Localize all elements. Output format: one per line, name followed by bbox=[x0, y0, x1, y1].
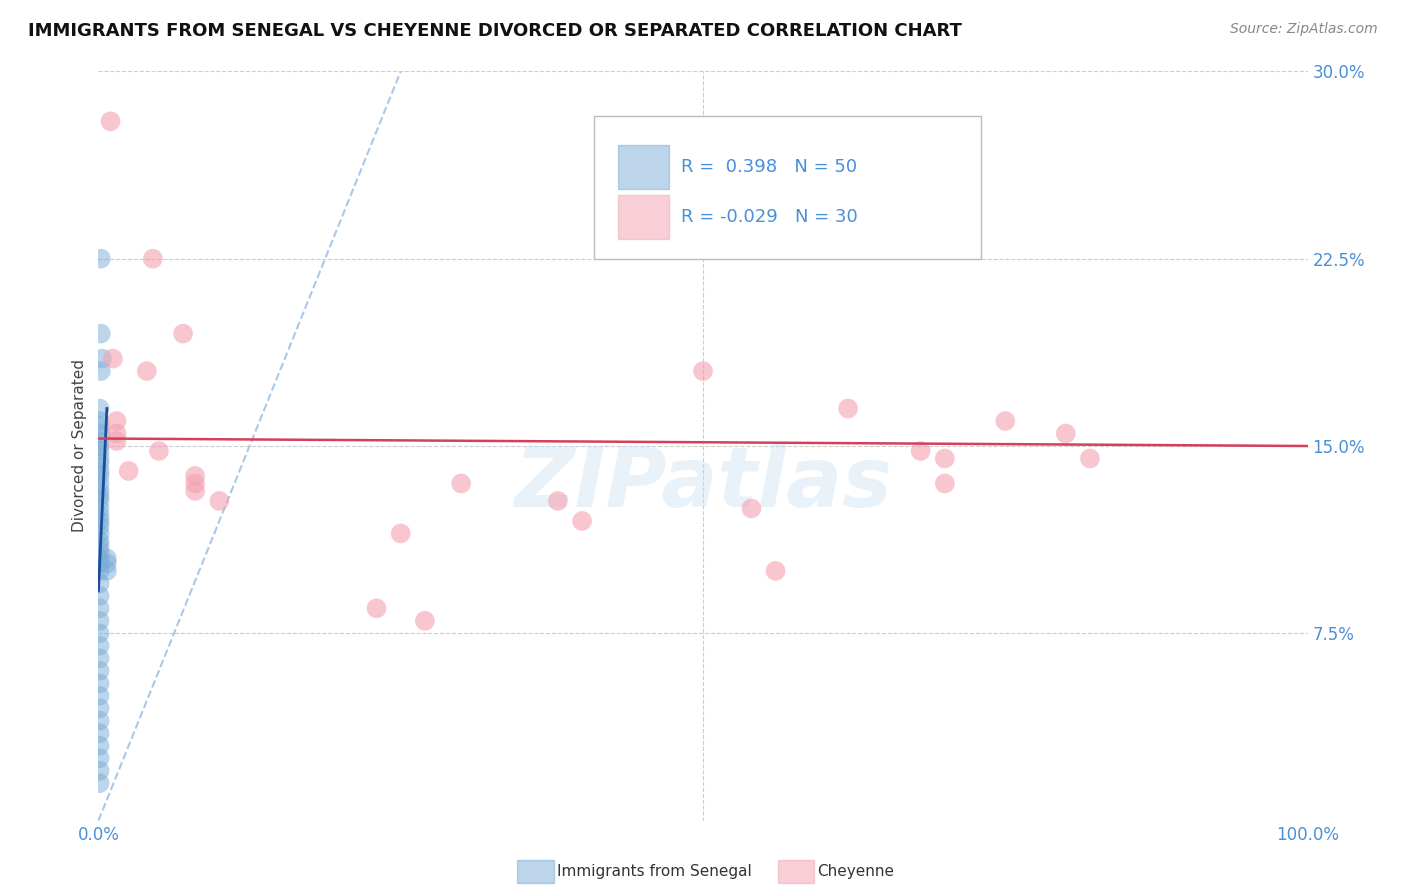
Point bbox=[91, 351, 114, 366]
Point bbox=[89, 539, 111, 553]
Point bbox=[172, 326, 194, 341]
Point bbox=[740, 501, 762, 516]
Point bbox=[89, 489, 111, 503]
Point bbox=[1054, 426, 1077, 441]
Point bbox=[184, 483, 207, 498]
Point bbox=[89, 476, 111, 491]
Point bbox=[148, 444, 170, 458]
Text: R = -0.029   N = 30: R = -0.029 N = 30 bbox=[682, 208, 858, 226]
Point bbox=[89, 457, 111, 471]
Point bbox=[89, 564, 111, 578]
Point bbox=[89, 776, 111, 790]
Point bbox=[89, 434, 111, 448]
Point bbox=[89, 464, 111, 478]
Point bbox=[90, 426, 112, 441]
Text: R =  0.398   N = 50: R = 0.398 N = 50 bbox=[682, 158, 858, 176]
Point bbox=[184, 469, 207, 483]
Text: ZIPatlas: ZIPatlas bbox=[515, 443, 891, 524]
Point bbox=[89, 601, 111, 615]
Text: Cheyenne: Cheyenne bbox=[817, 864, 894, 879]
Point bbox=[184, 476, 207, 491]
Point bbox=[101, 351, 124, 366]
Point bbox=[135, 364, 157, 378]
Point bbox=[89, 514, 111, 528]
Text: IMMIGRANTS FROM SENEGAL VS CHEYENNE DIVORCED OR SEPARATED CORRELATION CHART: IMMIGRANTS FROM SENEGAL VS CHEYENNE DIVO… bbox=[28, 22, 962, 40]
Point bbox=[118, 464, 141, 478]
FancyBboxPatch shape bbox=[619, 195, 669, 239]
Point bbox=[105, 414, 128, 428]
Point bbox=[90, 252, 112, 266]
Point bbox=[100, 114, 122, 128]
Point bbox=[90, 326, 112, 341]
Point bbox=[910, 444, 932, 458]
Point bbox=[1078, 451, 1101, 466]
Point bbox=[89, 494, 111, 508]
Point bbox=[89, 739, 111, 753]
Point bbox=[89, 451, 111, 466]
Point bbox=[994, 414, 1017, 428]
Point bbox=[89, 764, 111, 778]
Point bbox=[450, 476, 472, 491]
Point bbox=[90, 364, 112, 378]
Point bbox=[96, 557, 118, 571]
Point bbox=[89, 614, 111, 628]
Point bbox=[89, 639, 111, 653]
Point bbox=[89, 664, 111, 678]
Point bbox=[89, 576, 111, 591]
Point bbox=[89, 401, 111, 416]
Point bbox=[89, 651, 111, 665]
Y-axis label: Divorced or Separated: Divorced or Separated bbox=[72, 359, 87, 533]
Point bbox=[89, 751, 111, 765]
Point bbox=[89, 726, 111, 740]
Point bbox=[105, 426, 128, 441]
Point bbox=[89, 714, 111, 728]
Point bbox=[208, 494, 231, 508]
Point bbox=[692, 364, 714, 378]
Point bbox=[934, 451, 956, 466]
Point bbox=[89, 701, 111, 715]
Point bbox=[547, 494, 569, 508]
FancyBboxPatch shape bbox=[619, 145, 669, 189]
Point bbox=[89, 589, 111, 603]
Point bbox=[89, 557, 111, 571]
Point bbox=[89, 508, 111, 523]
Point bbox=[366, 601, 388, 615]
Point bbox=[89, 444, 111, 458]
Point bbox=[89, 533, 111, 548]
Point bbox=[142, 252, 165, 266]
Point bbox=[96, 564, 118, 578]
Point bbox=[89, 469, 111, 483]
Point bbox=[89, 501, 111, 516]
Point bbox=[89, 519, 111, 533]
Point bbox=[89, 676, 111, 690]
Point bbox=[89, 689, 111, 703]
Point bbox=[89, 419, 111, 434]
Point bbox=[89, 526, 111, 541]
Point bbox=[96, 551, 118, 566]
Point bbox=[571, 514, 593, 528]
Point bbox=[389, 526, 412, 541]
Point bbox=[89, 626, 111, 640]
Point bbox=[765, 564, 787, 578]
Point bbox=[413, 614, 436, 628]
Point bbox=[89, 414, 111, 428]
Point bbox=[89, 551, 111, 566]
Text: Source: ZipAtlas.com: Source: ZipAtlas.com bbox=[1230, 22, 1378, 37]
Text: Immigrants from Senegal: Immigrants from Senegal bbox=[557, 864, 752, 879]
Point bbox=[89, 439, 111, 453]
Point bbox=[89, 483, 111, 498]
FancyBboxPatch shape bbox=[595, 116, 981, 259]
Point bbox=[89, 544, 111, 558]
Point bbox=[837, 401, 859, 416]
Point bbox=[105, 434, 128, 448]
Point bbox=[934, 476, 956, 491]
